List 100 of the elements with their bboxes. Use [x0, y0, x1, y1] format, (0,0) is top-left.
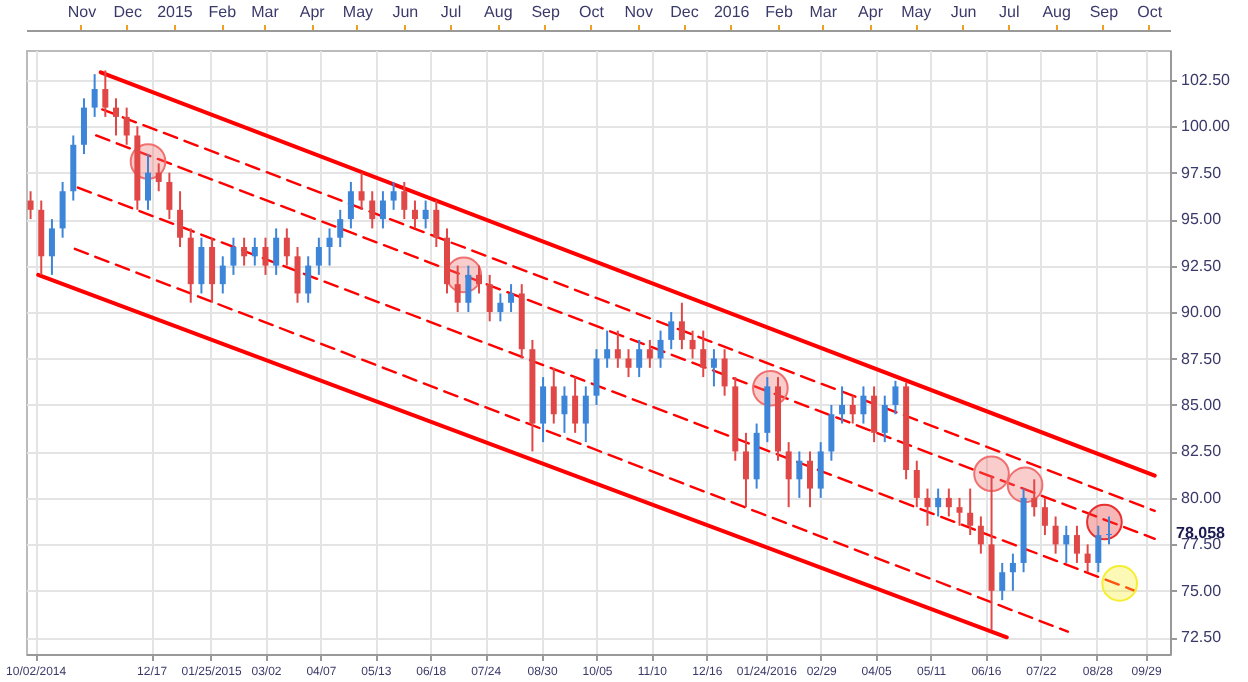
candlestick: [796, 450, 803, 499]
y-tick-label: 82.50: [1181, 442, 1223, 461]
candlestick: [283, 227, 290, 267]
candlestick: [871, 385, 878, 444]
candlestick: [700, 329, 707, 379]
candlestick: [785, 441, 792, 509]
candlestick: [91, 73, 98, 118]
candlestick: [38, 199, 45, 276]
candlestick: [1095, 524, 1102, 574]
candlestick: [860, 385, 867, 425]
candlestick: [710, 348, 717, 388]
point: [973, 455, 1010, 493]
y-tick-label: 95.00: [1181, 210, 1223, 229]
y-tick-label: 85.00: [1181, 395, 1223, 414]
x2-tick-label: Apr: [858, 3, 884, 21]
candlestick: [508, 283, 515, 314]
candlestick: [241, 236, 248, 267]
candlestick: [540, 376, 547, 444]
x2-tick-label: Jul: [999, 3, 1020, 21]
candlestick: [839, 385, 846, 425]
candlestick: [636, 338, 643, 379]
candlestick: [251, 236, 258, 267]
x2-tick-label: Jul: [440, 3, 462, 21]
candlestick: [935, 487, 942, 518]
candlestick: [657, 329, 664, 369]
candlestick: [625, 348, 632, 379]
candlestick: [80, 97, 87, 156]
candlestick: [102, 69, 109, 118]
candlestick: [668, 311, 675, 351]
candlestick: [807, 450, 814, 509]
y-tick-label: 102.50: [1181, 70, 1232, 89]
candlestick: [401, 180, 408, 221]
candlestick: [198, 236, 205, 295]
candlestick: [476, 264, 483, 295]
candlestick: [913, 459, 920, 509]
x2-tick-label: Jun: [392, 3, 419, 21]
candlestick: [347, 180, 354, 230]
point: [1086, 503, 1123, 541]
candlestick: [123, 106, 130, 146]
candlestick: [753, 422, 760, 490]
candlestick: [27, 190, 34, 221]
x2-tick-label: Feb: [208, 3, 238, 21]
candlestick: [988, 474, 995, 631]
candlestick: [379, 190, 386, 230]
y-tick-label: 72.50: [1181, 628, 1223, 647]
candlestick: [433, 199, 440, 248]
candlestick: [550, 366, 557, 425]
candlestick: [646, 338, 653, 369]
candlestick: [48, 218, 55, 276]
x2-tick-label: May: [342, 3, 374, 21]
point: [1101, 565, 1138, 602]
x2-tick-label: Sep: [531, 3, 561, 21]
candlestick: [422, 199, 429, 230]
candlestick: [828, 403, 835, 462]
candlestick: [155, 162, 162, 193]
candlestick: [689, 329, 696, 360]
candlestick: [945, 487, 952, 518]
candlestick: [262, 236, 269, 276]
candlestick: [177, 190, 184, 248]
y-tick-label: 80.00: [1181, 488, 1223, 507]
y-tick-label: 75.00: [1181, 581, 1223, 600]
x2-tick-label: Dec: [670, 3, 699, 21]
x2-tick-label: Feb: [765, 3, 794, 21]
x2-tick-label: Dec: [113, 3, 142, 21]
x2-tick-label: Mar: [251, 3, 280, 21]
candlestick: [1105, 515, 1112, 546]
candlestick: [967, 487, 974, 537]
candlestick: [187, 227, 194, 304]
candlestick: [604, 329, 611, 369]
candlestick: [486, 273, 493, 323]
candlestick: [999, 561, 1006, 602]
candlestick: [572, 376, 579, 434]
x2-tick-label: Aug: [484, 3, 513, 21]
x2-tick-label: May: [901, 3, 932, 21]
candlestick: [411, 199, 418, 230]
candlestick: [956, 496, 963, 527]
y-tick-label: 90.00: [1181, 303, 1223, 322]
candlestick: [1009, 552, 1016, 592]
candlestick: [721, 348, 728, 397]
candlestick: [337, 208, 344, 248]
candlestick: [294, 246, 301, 304]
candlestick: [1031, 478, 1038, 518]
candlestick: [454, 264, 461, 314]
x2-tick-label: Mar: [809, 3, 838, 21]
y-tick-label: 92.50: [1181, 256, 1223, 275]
candlestick: [209, 236, 216, 304]
candlestick: [273, 227, 280, 276]
candlestick: [582, 385, 589, 444]
candlestick: [1063, 524, 1070, 564]
y-tick-label: 97.50: [1181, 163, 1223, 182]
x2-tick-label: Oct: [578, 3, 606, 21]
candlestick: [219, 255, 226, 295]
candlestick: [358, 171, 365, 211]
x2-tick-label: Aug: [1042, 3, 1071, 21]
candlestick: [315, 236, 322, 276]
candlestick: [112, 97, 119, 137]
candlestick: [881, 394, 888, 444]
candlestick: [390, 180, 397, 211]
candlestick: [230, 236, 237, 276]
candlestick: [1052, 515, 1059, 555]
